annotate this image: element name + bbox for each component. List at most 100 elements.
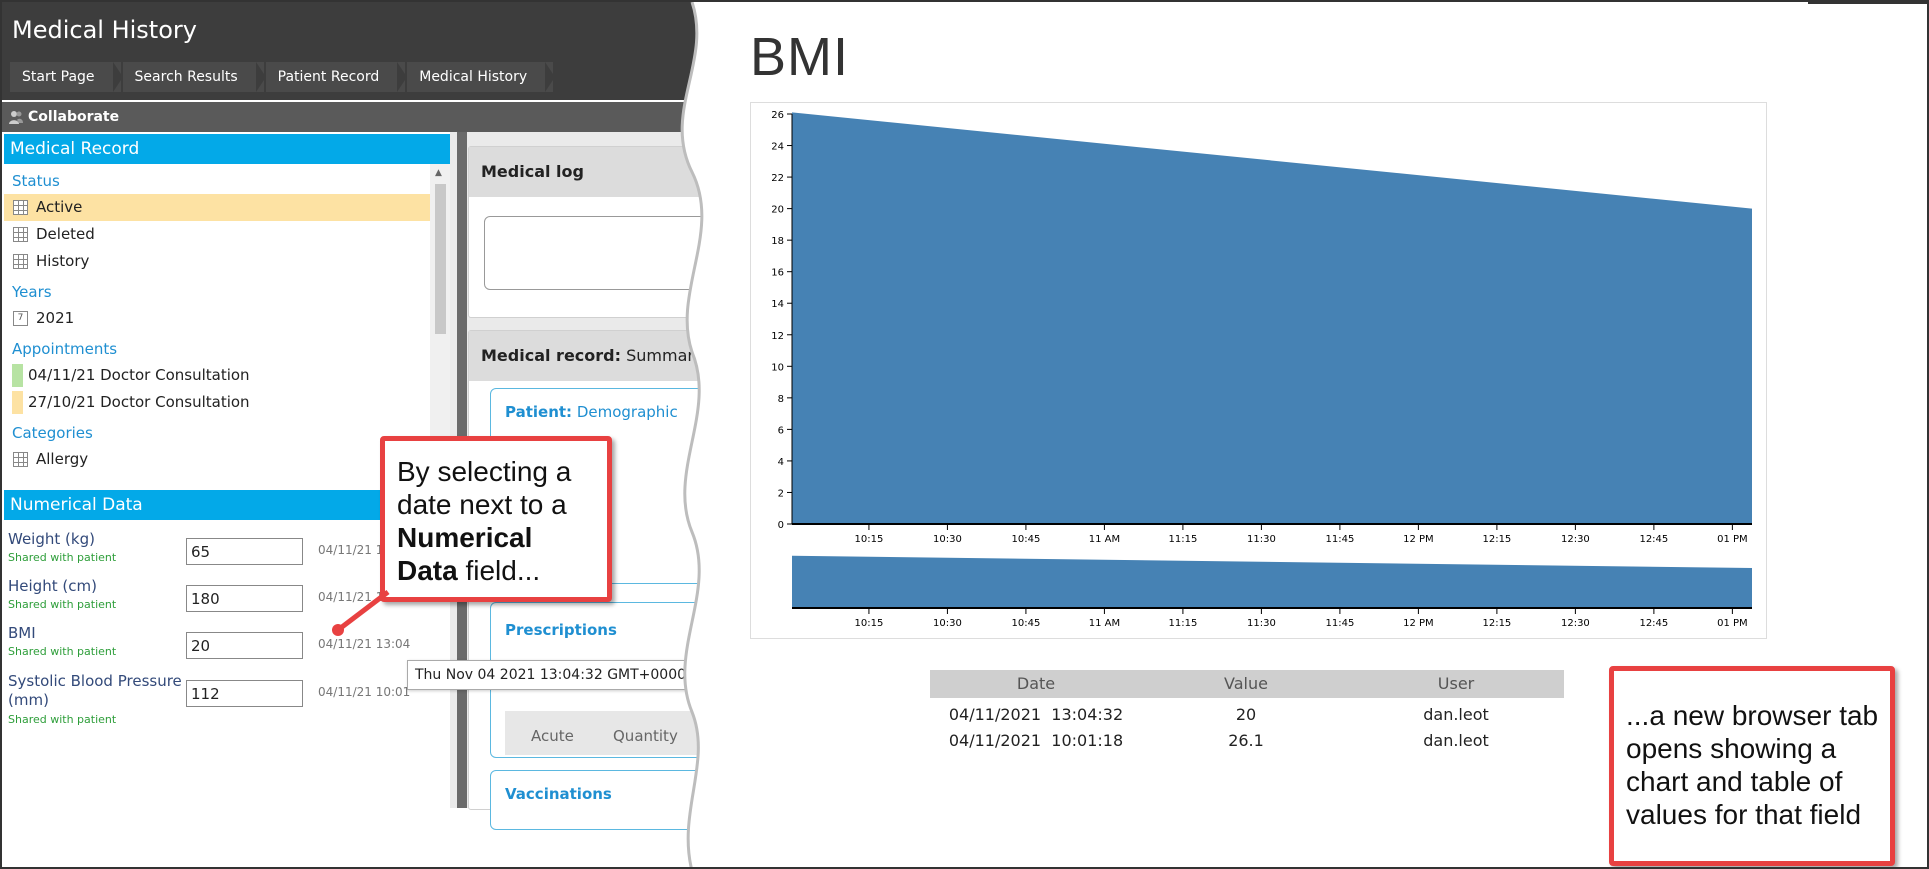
- x-tick-label-overview: 11 AM: [1089, 618, 1120, 629]
- x-tick-label-overview: 12:30: [1561, 618, 1590, 629]
- col-value: Value: [1224, 674, 1268, 693]
- callout-text-2: field...: [458, 555, 540, 586]
- callout-select-date: By selecting a date next to a Numerical …: [380, 436, 612, 602]
- y-tick-label: 14: [771, 299, 784, 310]
- field-label: Weight (kg): [8, 530, 183, 549]
- prescriptions-table-header: Acute Quantity: [505, 711, 702, 755]
- field-date-link[interactable]: 04/11/21 10:01: [318, 685, 410, 699]
- vaccinations-card: Vaccinations: [490, 770, 702, 830]
- x-tick-label-overview: 12:15: [1482, 618, 1511, 629]
- page-title: Medical History: [12, 16, 197, 44]
- systolic-bp-input[interactable]: [186, 680, 303, 707]
- shared-label: Shared with patient: [8, 645, 116, 658]
- row-value: 20: [1236, 705, 1256, 724]
- status-item-active[interactable]: Active: [4, 194, 430, 221]
- x-tick-label-overview: 10:30: [933, 618, 962, 629]
- collaborate-label: Collaborate: [28, 109, 119, 125]
- collaborate-button[interactable]: Collaborate: [2, 102, 702, 132]
- bmi-series-area: [792, 112, 1752, 524]
- y-tick-label: 10: [771, 362, 784, 373]
- shared-label: Shared with patient: [8, 713, 116, 726]
- row-date: 04/11/2021 13:04:32: [949, 705, 1123, 724]
- table-icon: [13, 227, 28, 242]
- breadcrumb: Start Page Search Results Patient Record…: [10, 62, 555, 92]
- scrollbar-thumb[interactable]: [435, 184, 446, 334]
- y-tick-label: 8: [778, 394, 784, 405]
- status-item-label: Deleted: [36, 225, 95, 243]
- bmi-table-row: 04/11/2021 13:04:32 20 dan.leot: [930, 702, 1564, 728]
- status-item-deleted[interactable]: Deleted: [4, 221, 430, 248]
- col-acute: Acute: [531, 727, 574, 745]
- vaccinations-title: Vaccinations: [491, 771, 702, 803]
- y-tick-label: 20: [771, 205, 784, 216]
- field-label: Height (cm): [8, 577, 183, 596]
- table-icon: [13, 254, 28, 269]
- x-tick-label-overview: 10:45: [1012, 618, 1041, 629]
- breadcrumb-start-page[interactable]: Start Page: [10, 62, 121, 92]
- medical-log-input[interactable]: [484, 216, 702, 290]
- x-tick-label-overview: 12:45: [1639, 618, 1668, 629]
- appointment-label: 27/10/21 Doctor Consultation: [28, 393, 250, 411]
- categories-group-label: Categories: [4, 416, 430, 446]
- x-tick-label-overview: 10:15: [855, 618, 884, 629]
- appointment-item[interactable]: 27/10/21 Doctor Consultation: [4, 389, 430, 416]
- summary-title-rest: Summar: [621, 346, 694, 365]
- x-tick-label: 11:30: [1247, 534, 1276, 545]
- prescriptions-title: Prescriptions: [491, 603, 702, 639]
- col-date: Date: [1017, 674, 1055, 693]
- x-tick-label: 11 AM: [1089, 534, 1120, 545]
- bmi-table-row: 04/11/2021 10:01:18 26.1 dan.leot: [930, 728, 1564, 754]
- bmi-table-header: Date Value User: [930, 670, 1564, 698]
- year-item-label: 2021: [36, 309, 74, 327]
- x-tick-label: 12:30: [1561, 534, 1590, 545]
- field-label: BMI: [8, 624, 183, 643]
- breadcrumb-patient-record[interactable]: Patient Record: [266, 62, 406, 92]
- x-tick-label: 12 PM: [1403, 534, 1434, 545]
- patient-demographic-title: Patient: Demographic: [491, 389, 702, 421]
- scroll-up-icon[interactable]: ▲: [435, 168, 442, 178]
- appointment-color-bar: [12, 391, 23, 414]
- callout-text-1: By selecting a date next to a: [397, 456, 571, 520]
- field-date-link[interactable]: 04/11/21 1: [318, 543, 383, 557]
- y-tick-label: 2: [778, 488, 784, 499]
- x-tick-label-overview: 11:45: [1325, 618, 1354, 629]
- row-user: dan.leot: [1423, 705, 1489, 724]
- y-tick-label: 4: [778, 457, 784, 468]
- x-tick-label-overview: 11:15: [1168, 618, 1197, 629]
- bmi-input[interactable]: [186, 632, 303, 659]
- y-tick-label: 18: [771, 236, 784, 247]
- y-tick-label: 6: [778, 425, 784, 436]
- y-tick-label: 22: [771, 173, 784, 184]
- y-tick-label: 12: [771, 331, 784, 342]
- medical-record-panel: Status Active Deleted History Years 7 202…: [4, 164, 430, 488]
- appointment-item[interactable]: 04/11/21 Doctor Consultation: [4, 362, 430, 389]
- appointment-label: 04/11/21 Doctor Consultation: [28, 366, 250, 384]
- bmi-date-link[interactable]: 04/11/21 13:04: [318, 637, 410, 651]
- status-group-label: Status: [4, 164, 430, 194]
- x-tick-label: 11:15: [1168, 534, 1197, 545]
- x-tick-label: 10:45: [1012, 534, 1041, 545]
- height-input[interactable]: [186, 585, 303, 612]
- callout-pointer: [328, 588, 398, 638]
- table-icon: [13, 452, 28, 467]
- status-item-history[interactable]: History: [4, 248, 430, 275]
- row-user: dan.leot: [1423, 731, 1489, 750]
- status-item-label: History: [36, 252, 89, 270]
- overview-series-area: [792, 556, 1752, 608]
- app-header: Medical History Start Page Search Result…: [2, 2, 702, 100]
- breadcrumb-search-results[interactable]: Search Results: [123, 62, 264, 92]
- col-user: User: [1438, 674, 1474, 693]
- x-tick-label-overview: 01 PM: [1717, 618, 1748, 629]
- y-tick-label: 26: [771, 110, 784, 121]
- patient-title-rest[interactable]: Demographic: [572, 403, 678, 421]
- breadcrumb-medical-history[interactable]: Medical History: [407, 62, 553, 92]
- category-item-allergy[interactable]: Allergy: [4, 446, 430, 473]
- row-date: 04/11/2021 10:01:18: [949, 731, 1123, 750]
- x-tick-label-overview: 12 PM: [1403, 618, 1434, 629]
- col-quantity: Quantity: [613, 727, 678, 745]
- weight-input[interactable]: [186, 538, 303, 565]
- year-item-2021[interactable]: 7 2021: [4, 305, 430, 332]
- x-tick-label: 10:30: [933, 534, 962, 545]
